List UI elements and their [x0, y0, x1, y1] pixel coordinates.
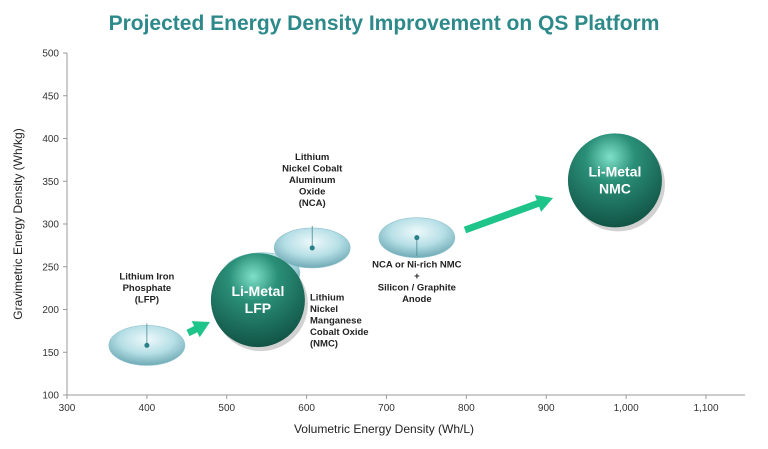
x-axis-label: Volumetric Energy Density (Wh/L) — [294, 422, 474, 436]
point-label: Lithium — [295, 152, 329, 163]
y-tick-label: 350 — [42, 177, 59, 188]
point-label: Nickel — [310, 304, 338, 315]
point-label: + — [414, 271, 420, 282]
y-tick-label: 300 — [42, 220, 59, 231]
arrow-icon — [463, 195, 553, 234]
sphere-label: NMC — [599, 180, 631, 196]
point-label: (NMC) — [310, 339, 338, 350]
y-tick-label: 250 — [42, 262, 59, 273]
x-tick-label: 600 — [298, 403, 315, 414]
x-tick-label: 900 — [538, 403, 555, 414]
y-tick-label: 200 — [42, 305, 59, 316]
y-tick-label: 500 — [42, 49, 59, 60]
x-tick-label: 400 — [139, 403, 156, 414]
y-tick-label: 100 — [42, 391, 59, 402]
point-label: (NCA) — [299, 198, 326, 209]
y-tick-label: 450 — [42, 91, 59, 102]
y-axis-label: Gravimetric Energy Density (Wh/kg) — [11, 128, 25, 319]
point-label: Lithium — [310, 293, 344, 304]
point-dot — [309, 245, 315, 251]
chart-title: Projected Energy Density Improvement on … — [109, 12, 660, 35]
sphere-label: Li-Metal — [231, 283, 284, 299]
y-tick-label: 400 — [42, 134, 59, 145]
point-label: Aluminum — [289, 175, 335, 186]
arrow-head — [534, 195, 553, 212]
x-tick-label: 700 — [378, 403, 395, 414]
sphere-label: Li-Metal — [588, 163, 641, 179]
x-tick-label: 300 — [59, 403, 76, 414]
point-label: Cobalt Oxide — [310, 327, 369, 338]
point-label: Silicon / Graphite — [378, 283, 456, 294]
sphere-label: LFP — [245, 300, 271, 316]
sphere-marker — [567, 133, 662, 228]
point-dot — [414, 235, 420, 241]
x-tick-label: 1,000 — [614, 403, 639, 414]
arrow-head — [191, 321, 210, 338]
x-tick-label: 500 — [218, 403, 235, 414]
point-label: Manganese — [310, 316, 362, 327]
point-label: Nickel Cobalt — [282, 163, 343, 174]
point-label: (LFP) — [135, 294, 159, 305]
point-label: Anode — [402, 294, 432, 305]
point-label: Lithium Iron — [119, 271, 174, 282]
x-tick-label: 800 — [458, 403, 475, 414]
point-label: Phosphate — [123, 283, 172, 294]
point-label: Oxide — [299, 186, 325, 197]
point-label: NCA or Ni-rich NMC — [372, 260, 462, 271]
arrow-shaft — [463, 198, 543, 234]
point-dot — [144, 342, 150, 348]
x-tick-label: 1,100 — [693, 403, 718, 414]
arrow-icon — [186, 321, 210, 338]
data-point: NCA or Ni-rich NMC+Silicon / GraphiteAno… — [372, 217, 462, 305]
y-tick-label: 150 — [42, 348, 59, 359]
sphere-marker — [210, 253, 305, 348]
